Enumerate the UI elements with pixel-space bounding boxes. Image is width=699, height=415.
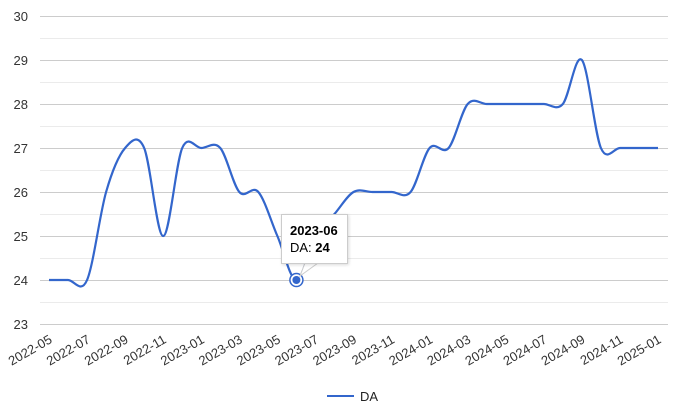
y-axis-labels: 23 24 25 26 27 28 29 30 [14, 9, 28, 332]
y-tick-label: 29 [14, 53, 28, 68]
tooltip-series-label: DA: [290, 240, 316, 255]
gridlines [40, 16, 668, 325]
tooltip-title: 2023-06 [290, 223, 338, 238]
x-tick-label: 2023-09 [310, 332, 359, 369]
tooltip-value: 24 [315, 240, 330, 255]
tooltip-pointer [298, 262, 319, 278]
legend-line-icon [327, 395, 354, 397]
x-axis-labels: 2022-052022-072022-092022-112023-012023-… [6, 332, 664, 369]
y-tick-label: 23 [14, 317, 28, 332]
y-tick-label: 25 [14, 229, 28, 244]
x-tick-label: 2024-09 [539, 332, 588, 369]
legend-label: DA [360, 388, 379, 404]
y-tick-label: 28 [14, 97, 28, 112]
tooltip-row: DA: 24 [290, 239, 347, 257]
y-tick-label: 26 [14, 185, 28, 200]
y-tick-label: 24 [14, 273, 28, 288]
y-tick-label: 30 [14, 9, 28, 24]
x-tick-label: 2025-01 [615, 332, 664, 369]
series-line-da[interactable] [49, 58, 658, 288]
x-tick-label: 2022-09 [82, 332, 131, 369]
tooltip: 2023-06 DA: 24 [281, 214, 348, 264]
y-tick-label: 27 [14, 141, 28, 156]
marker-dot [292, 276, 301, 284]
legend-item-da[interactable]: DA [327, 387, 378, 405]
